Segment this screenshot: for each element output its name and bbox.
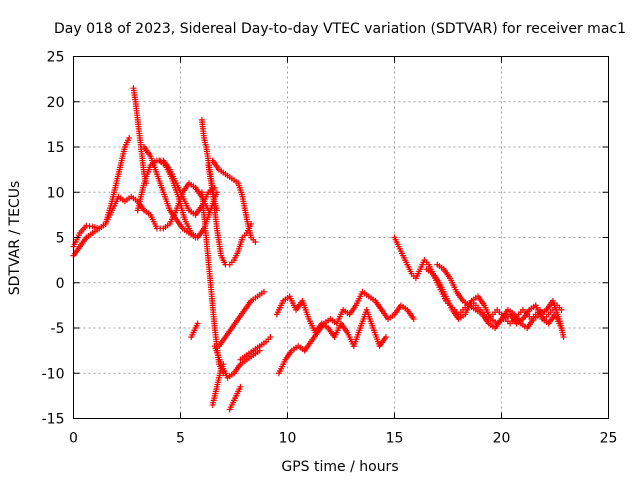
tick-labels: 0 5 10 15 20 25 -15 -10 -5 0 5 10 15 20 25	[42, 50, 618, 447]
y-tick-label: -5	[51, 321, 65, 337]
y-axis-label: SDTVAR / TECUs	[7, 181, 23, 296]
y-tick-label: 5	[56, 231, 65, 247]
data-point	[410, 315, 417, 322]
axis-ticks	[73, 56, 609, 419]
chart-title: Day 018 of 2023, Sidereal Day-to-day VTE…	[54, 21, 626, 37]
y-tick-label: 15	[47, 140, 65, 156]
y-tick-label: 25	[47, 50, 65, 66]
y-tick-label: 10	[47, 185, 65, 201]
data-point	[560, 334, 567, 341]
data-point	[267, 334, 274, 341]
data-point	[558, 306, 565, 313]
x-tick-label: 10	[279, 431, 297, 447]
data-point	[237, 383, 244, 390]
y-tick-label: 0	[56, 276, 65, 292]
data-point	[260, 288, 267, 295]
x-tick-label: 5	[176, 431, 185, 447]
grid	[73, 56, 609, 419]
data-point	[252, 239, 259, 246]
x-tick-label: 15	[386, 431, 404, 447]
data-point	[126, 134, 133, 141]
data-point	[194, 320, 201, 327]
y-tick-label: -15	[42, 412, 65, 428]
x-tick-label: 0	[69, 431, 78, 447]
x-tick-label: 25	[600, 431, 618, 447]
y-tick-label: 20	[47, 95, 65, 111]
y-tick-label: -10	[42, 366, 65, 382]
data-points	[70, 85, 567, 413]
x-axis-label: GPS time / hours	[281, 459, 398, 475]
x-tick-label: 20	[493, 431, 511, 447]
data-point	[382, 334, 389, 341]
